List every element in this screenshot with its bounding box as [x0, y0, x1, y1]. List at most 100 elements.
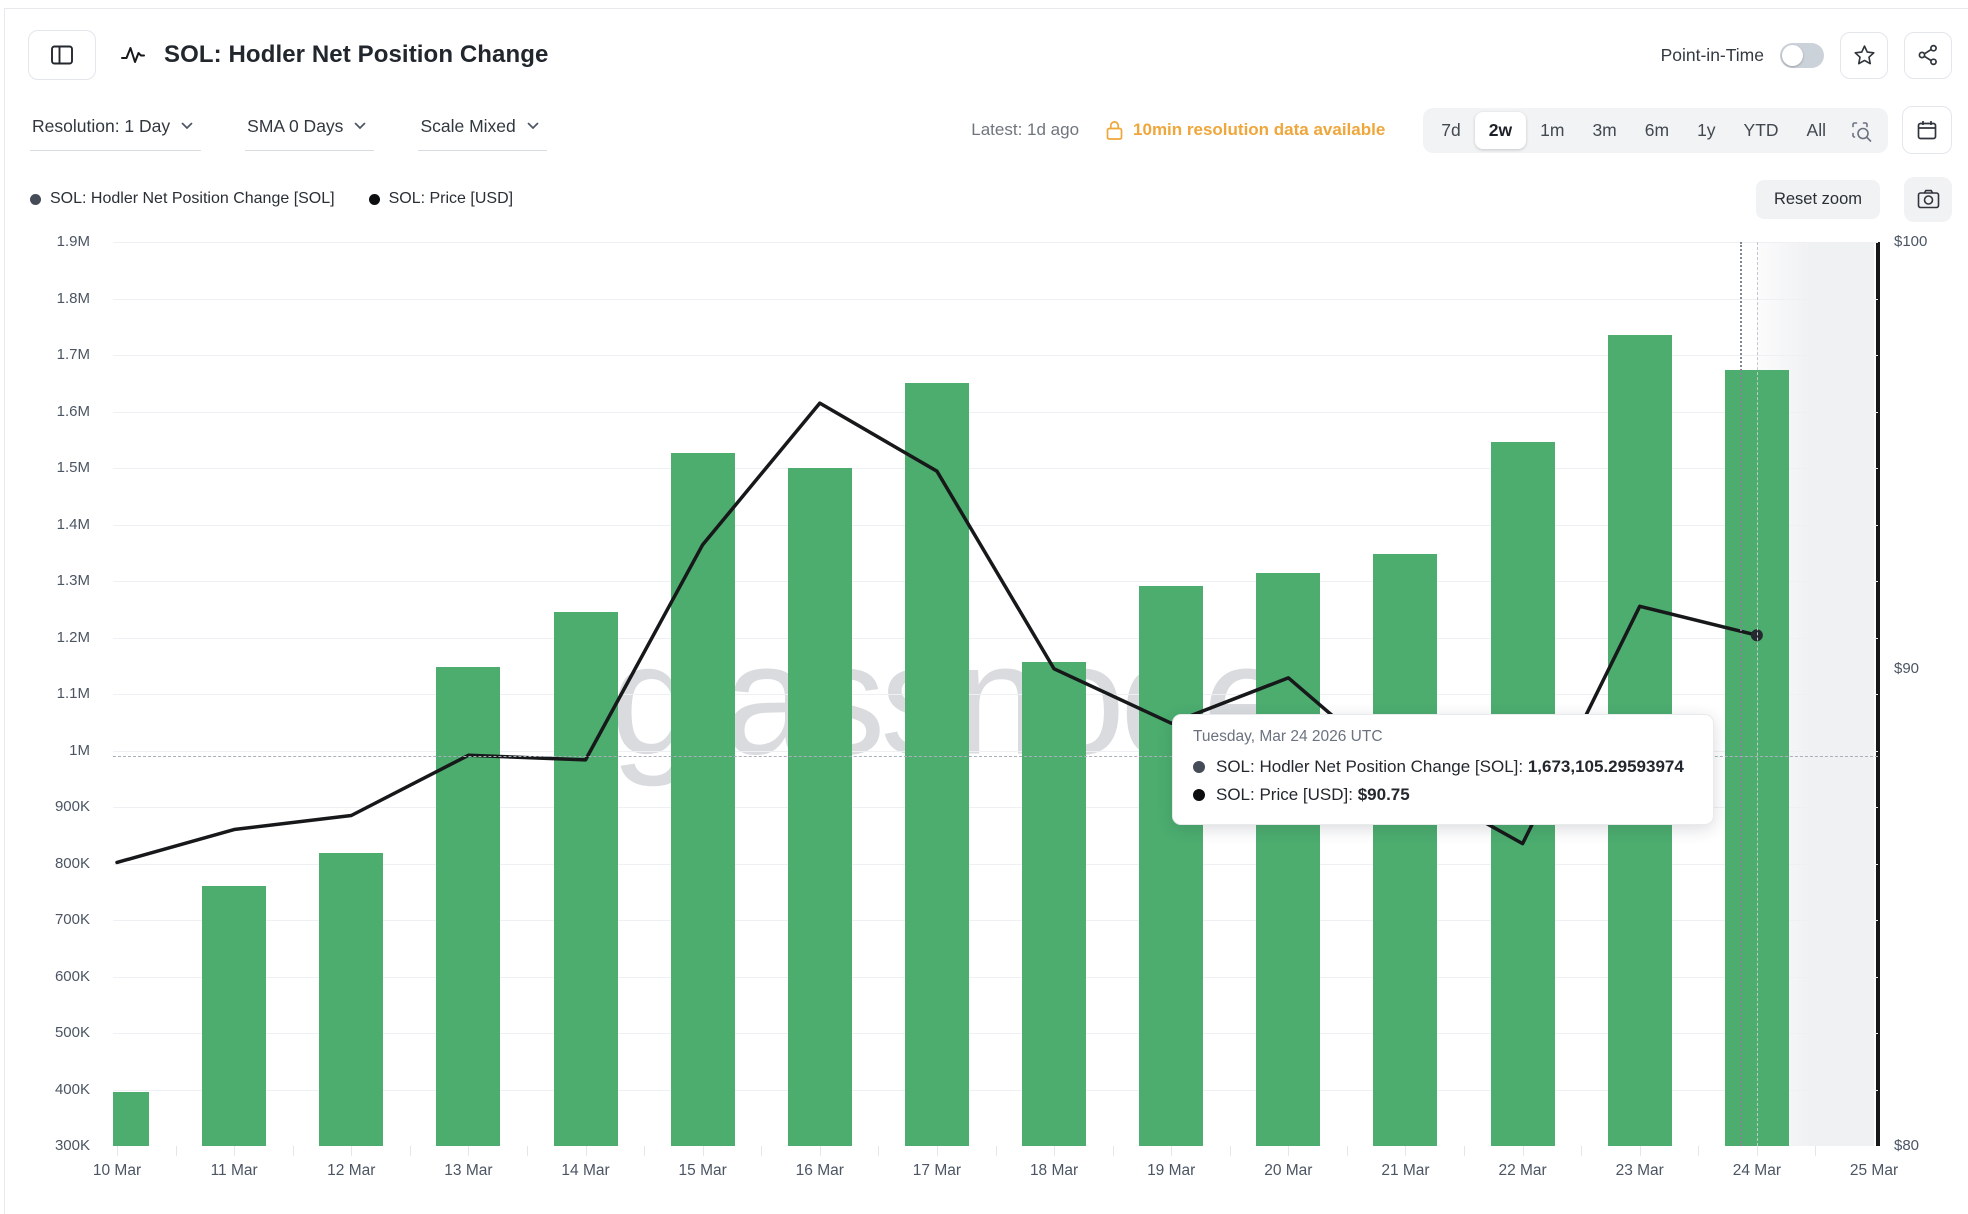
- x-axis-tick-label: 22 Mar: [1498, 1162, 1547, 1179]
- legend-item[interactable]: SOL: Hodler Net Position Change [SOL]: [30, 190, 335, 208]
- legend-item[interactable]: SOL: Price [USD]: [368, 190, 514, 208]
- gridline: [113, 750, 1878, 752]
- point-in-time-toggle[interactable]: [1780, 42, 1824, 68]
- x-axis-minor-tick: [995, 1146, 997, 1156]
- tooltip-series-dot: [1193, 761, 1205, 774]
- tooltip-row: SOL: Hodler Net Position Change [SOL]: 1…: [1193, 753, 1693, 781]
- legend-label: SOL: Price [USD]: [388, 190, 514, 207]
- chevron-down-icon: [354, 122, 366, 130]
- x-axis-minor-tick: [761, 1146, 763, 1156]
- price-axis-tick-label: $80: [1894, 1137, 1920, 1154]
- tooltip-row: SOL: Price [USD]: $90.75: [1193, 781, 1693, 809]
- range-button-3m[interactable]: 3m: [1592, 119, 1617, 140]
- x-axis-minor-tick: [1639, 1146, 1641, 1156]
- x-axis-minor-tick: [936, 1146, 938, 1156]
- share-button[interactable]: [1904, 31, 1952, 79]
- y-axis-tick-label: 1.4M: [56, 515, 90, 533]
- scale-dropdown[interactable]: Scale Mixed: [418, 110, 547, 151]
- zoom-area-icon: [1851, 121, 1873, 143]
- range-button-2w[interactable]: 2w: [1474, 111, 1527, 149]
- tooltip-row-text: SOL: Price [USD]: $90.75: [1216, 785, 1410, 805]
- resolution-upsell-link[interactable]: 10min resolution data available: [1133, 120, 1386, 139]
- crosshair-horizontal: [113, 756, 1878, 758]
- reset-zoom-button[interactable]: Reset zoom: [1755, 179, 1880, 219]
- latest-status: Latest: 1d ago: [971, 120, 1080, 139]
- share-icon: [1917, 44, 1939, 66]
- gridline: [113, 807, 1878, 808]
- bar-16-mar[interactable]: [787, 468, 852, 1146]
- card-top-border: [4, 8, 1968, 9]
- x-axis-tick-label: 10 Mar: [92, 1162, 142, 1179]
- bar-11-mar[interactable]: [202, 886, 267, 1146]
- y-axis-tick-label: 500K: [54, 1024, 90, 1041]
- bar-10-mar[interactable]: [113, 1091, 149, 1146]
- point-in-time-label: Point-in-Time: [1660, 44, 1764, 65]
- x-axis-tick-label: 12 Mar: [327, 1162, 376, 1179]
- x-axis-tick-label: 15 Mar: [678, 1162, 727, 1179]
- range-button-7d[interactable]: 7d: [1441, 119, 1461, 140]
- legend: SOL: Hodler Net Position Change [SOL] SOL…: [30, 190, 513, 208]
- x-axis-minor-tick: [1464, 1146, 1466, 1156]
- bar-13-mar[interactable]: [436, 666, 501, 1146]
- bar-12-mar[interactable]: [319, 852, 384, 1146]
- range-button-ytd[interactable]: YTD: [1743, 119, 1779, 140]
- x-axis-minor-tick: [878, 1146, 880, 1156]
- y-axis-tick-label: 700K: [54, 911, 90, 928]
- zoom-area-button[interactable]: [1840, 113, 1884, 147]
- pulse-icon: [120, 43, 146, 67]
- x-axis-tick-label: 11 Mar: [210, 1162, 258, 1179]
- gridline: [113, 581, 1878, 582]
- y-axis-tick-label: 800K: [54, 854, 90, 872]
- x-axis-minor-tick: [644, 1146, 646, 1156]
- gridline: [113, 694, 1878, 695]
- sidebar-toggle-button[interactable]: [28, 30, 96, 80]
- bar-18-mar[interactable]: [1022, 661, 1087, 1146]
- range-button-1y[interactable]: 1y: [1697, 119, 1716, 140]
- gridline: [113, 1089, 1878, 1091]
- sma-dropdown[interactable]: SMA 0 Days: [245, 110, 375, 151]
- chevron-down-icon: [181, 122, 193, 130]
- x-axis-minor-tick: [468, 1146, 470, 1156]
- x-axis-minor-tick: [1229, 1146, 1231, 1156]
- x-axis-minor-tick: [1054, 1146, 1056, 1156]
- chevron-down-icon: [527, 122, 539, 130]
- range-button-6m[interactable]: 6m: [1644, 119, 1670, 140]
- y-axis-tick-label: 600K: [54, 967, 90, 985]
- gridline: [113, 976, 1878, 978]
- x-axis-tick-label: 14 Mar: [561, 1162, 610, 1179]
- gridline: [113, 1033, 1878, 1034]
- range-button-all[interactable]: All: [1806, 119, 1826, 140]
- bar-20-mar[interactable]: [1256, 572, 1321, 1146]
- bar-21-mar[interactable]: [1373, 554, 1438, 1146]
- range-button-1m[interactable]: 1m: [1540, 119, 1565, 140]
- x-axis-tick-label: 19 Mar: [1147, 1162, 1196, 1179]
- gridline: [113, 524, 1878, 526]
- resolution-dropdown[interactable]: Resolution: 1 Day: [30, 110, 202, 151]
- x-axis-minor-tick: [292, 1146, 294, 1156]
- y-axis-tick-label: 900K: [54, 798, 90, 815]
- screenshot-button[interactable]: [1904, 176, 1952, 222]
- bar-14-mar[interactable]: [553, 612, 618, 1146]
- calendar-button[interactable]: [1902, 106, 1952, 154]
- x-axis-tick-label: 20 Mar: [1264, 1162, 1313, 1179]
- y-axis-tick-label: 1.6M: [56, 402, 90, 420]
- favorite-button[interactable]: [1840, 31, 1888, 79]
- crosshair-vertical-dashed: [1756, 242, 1758, 1146]
- y-axis-tick-label: 400K: [54, 1080, 90, 1098]
- scale-dropdown-label: Scale Mixed: [420, 115, 516, 136]
- y-axis-tick-label: 1M: [69, 741, 90, 759]
- y-axis-tick-label: 300K: [54, 1137, 90, 1154]
- x-axis-minor-tick: [351, 1146, 353, 1156]
- bar-15-mar[interactable]: [670, 452, 735, 1146]
- chart-plot-area[interactable]: glassnode: [113, 242, 1878, 1146]
- x-axis-tick-label: 17 Mar: [912, 1162, 962, 1179]
- x-axis-minor-tick: [1405, 1146, 1407, 1156]
- controls-row: Resolution: 1 Day SMA 0 Days Scale Mixed…: [30, 106, 1952, 154]
- bar-19-mar[interactable]: [1139, 586, 1204, 1146]
- gridline: [113, 468, 1878, 469]
- x-axis-tick-label: 16 Mar: [795, 1162, 844, 1179]
- tooltip-row-text: SOL: Hodler Net Position Change [SOL]: 1…: [1216, 757, 1684, 776]
- legend-dot: [30, 193, 41, 205]
- price-line-series: [115, 401, 1763, 865]
